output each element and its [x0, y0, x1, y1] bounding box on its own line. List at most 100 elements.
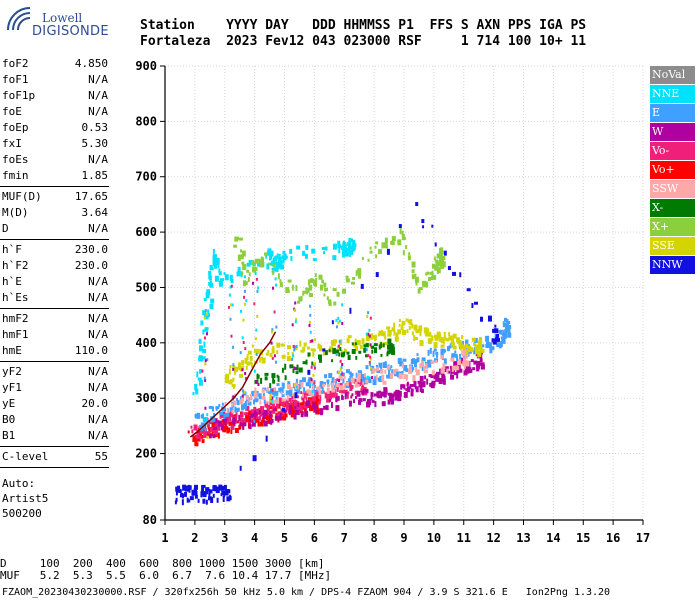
echo-point	[212, 258, 215, 265]
echo-point	[351, 348, 356, 354]
echo-point	[341, 389, 346, 394]
echo-point	[335, 349, 340, 354]
echo-point	[293, 348, 296, 352]
echo-point	[496, 343, 501, 348]
echo-point	[369, 357, 372, 361]
echo-point	[220, 424, 224, 429]
echo-point	[402, 358, 407, 362]
x-tick-label: 10	[427, 531, 441, 545]
echo-point	[434, 373, 438, 377]
echo-point	[315, 410, 318, 414]
echo-point	[253, 412, 258, 419]
echo-point	[344, 389, 348, 393]
echo-point	[215, 406, 220, 410]
echo-point	[435, 351, 439, 355]
echo-point	[279, 412, 282, 416]
echo-point	[280, 408, 283, 412]
echo-point	[390, 365, 393, 369]
echo-point	[279, 279, 282, 284]
echo-point	[239, 399, 244, 405]
echo-point	[266, 404, 271, 408]
echo-point	[253, 369, 256, 373]
echo-point	[414, 386, 417, 390]
echo-point	[265, 414, 270, 420]
echo-point	[491, 346, 495, 351]
echo-point	[386, 344, 391, 350]
echo-point	[398, 323, 401, 327]
echo-point	[206, 289, 211, 296]
echo-point	[280, 343, 285, 347]
echo-point	[345, 391, 348, 396]
echo-point	[417, 288, 421, 294]
echo-point	[309, 385, 312, 389]
echo-point	[440, 336, 444, 343]
echo-point	[306, 389, 310, 394]
echo-point	[268, 390, 272, 394]
echo-point	[298, 367, 303, 373]
echo-point	[199, 435, 202, 439]
echo-point	[323, 293, 326, 297]
echo-point	[307, 369, 311, 375]
echo-point	[472, 367, 476, 371]
echo-point	[413, 381, 417, 388]
echo-point	[303, 342, 307, 347]
echo-point	[247, 350, 252, 355]
echo-point	[294, 367, 297, 371]
echo-point	[460, 357, 464, 364]
echo-point	[242, 423, 245, 430]
echo-point	[241, 396, 245, 402]
echo-point	[265, 400, 268, 404]
echo-point	[309, 330, 312, 334]
echo-point	[204, 362, 207, 366]
echo-point	[226, 496, 231, 502]
echo-point	[206, 424, 210, 428]
echo-point	[198, 379, 203, 386]
echo-point	[403, 365, 408, 372]
echo-point	[324, 246, 328, 251]
echo-point	[478, 338, 482, 342]
echo-point	[387, 333, 392, 337]
echo-point	[229, 274, 233, 281]
echo-point	[203, 336, 206, 340]
echo-point	[240, 256, 244, 260]
echo-point	[221, 490, 225, 495]
y-tick-label: 200	[135, 447, 157, 461]
echo-point	[349, 379, 352, 386]
echo-point	[427, 349, 430, 356]
echo-point	[230, 279, 234, 284]
echo-point	[507, 324, 512, 329]
echo-point	[294, 308, 297, 312]
echo-point	[358, 273, 362, 279]
echo-point	[281, 398, 286, 402]
echo-point	[367, 400, 371, 407]
echo-point	[281, 411, 284, 417]
echo-point	[397, 239, 402, 246]
echo-point	[208, 489, 213, 494]
echo-point	[232, 377, 235, 381]
echo-point	[350, 250, 354, 255]
echo-point	[377, 395, 380, 399]
echo-point	[311, 248, 316, 254]
echo-point	[289, 391, 293, 397]
echo-point	[335, 352, 338, 356]
echo-point	[230, 284, 233, 288]
echo-point	[458, 368, 463, 373]
echo-point	[422, 381, 426, 388]
echo-point	[230, 303, 233, 307]
echo-point	[307, 397, 312, 401]
echo-point	[287, 279, 292, 283]
echo-point	[322, 348, 326, 352]
echo-point	[255, 409, 258, 413]
echo-point	[263, 420, 268, 427]
echo-point	[302, 290, 305, 296]
echo-point	[301, 377, 306, 383]
echo-point	[342, 249, 345, 253]
echo-point	[477, 352, 480, 358]
echo-point	[403, 391, 408, 398]
echo-point	[331, 359, 334, 363]
echo-point	[231, 413, 234, 417]
echo-point	[267, 349, 270, 353]
echo-point	[283, 256, 287, 261]
echo-point	[335, 405, 340, 412]
echo-point	[342, 378, 345, 384]
